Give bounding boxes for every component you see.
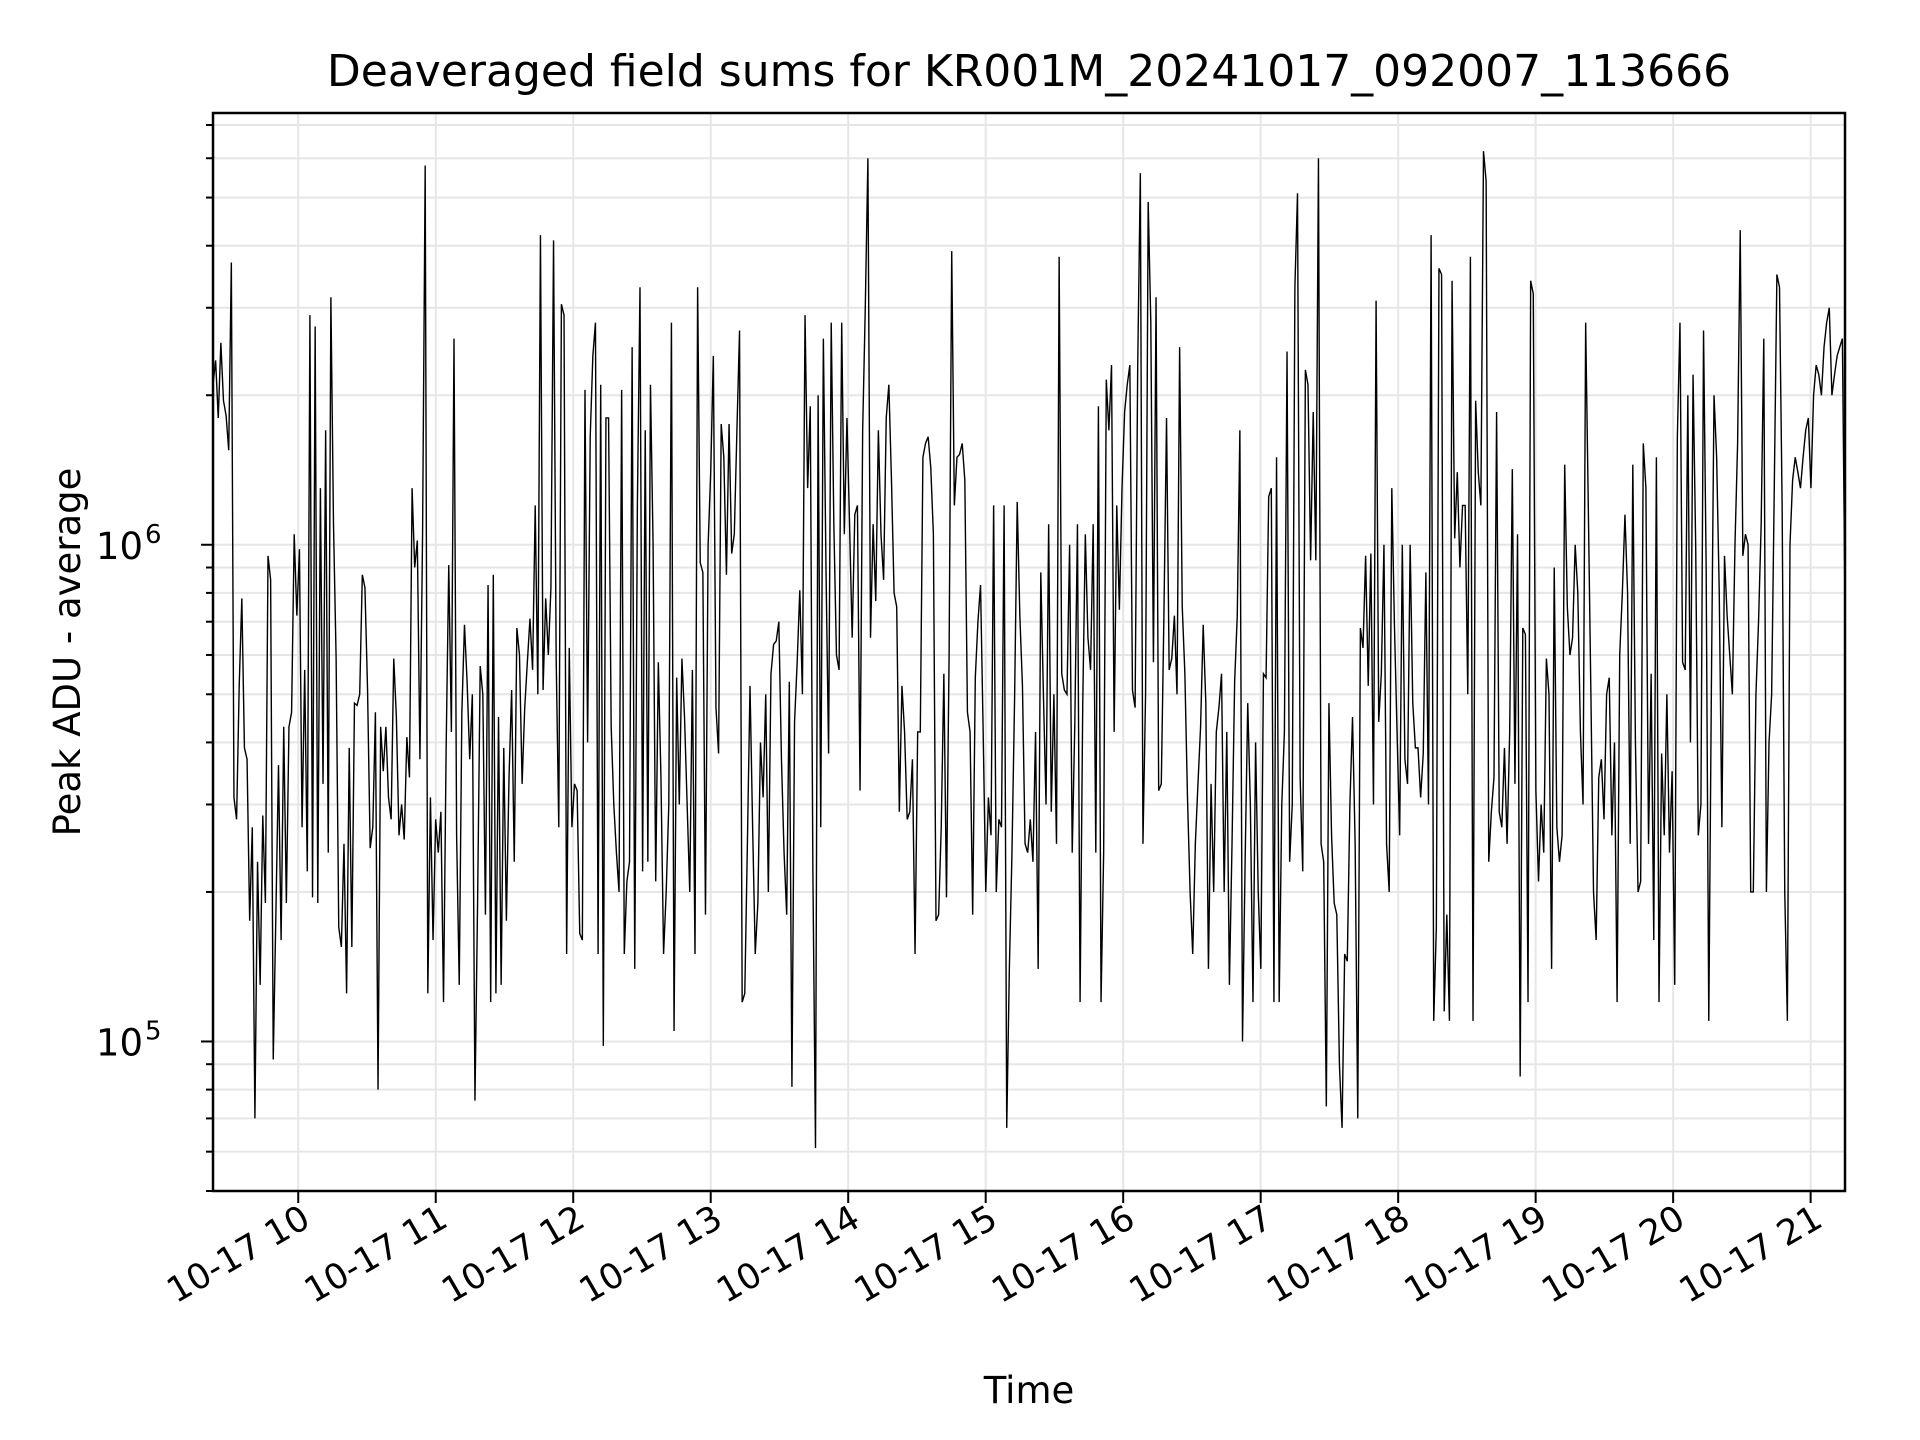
series-layer bbox=[212, 151, 1846, 1149]
plot-frame bbox=[211, 111, 1847, 1193]
series-line bbox=[212, 151, 1846, 1149]
chart-title: Deaveraged field sums for KR001M_2024101… bbox=[327, 46, 1731, 97]
y-tick-label-exponent: 6 bbox=[145, 520, 162, 550]
y-tick-label-exponent: 5 bbox=[145, 1016, 162, 1046]
y-tick-label: 10 bbox=[96, 1021, 143, 1064]
y-axis-label: Peak ADU - average bbox=[46, 468, 89, 837]
y-tick-label: 10 bbox=[96, 525, 143, 568]
x-axis-label: Time bbox=[983, 1369, 1075, 1412]
